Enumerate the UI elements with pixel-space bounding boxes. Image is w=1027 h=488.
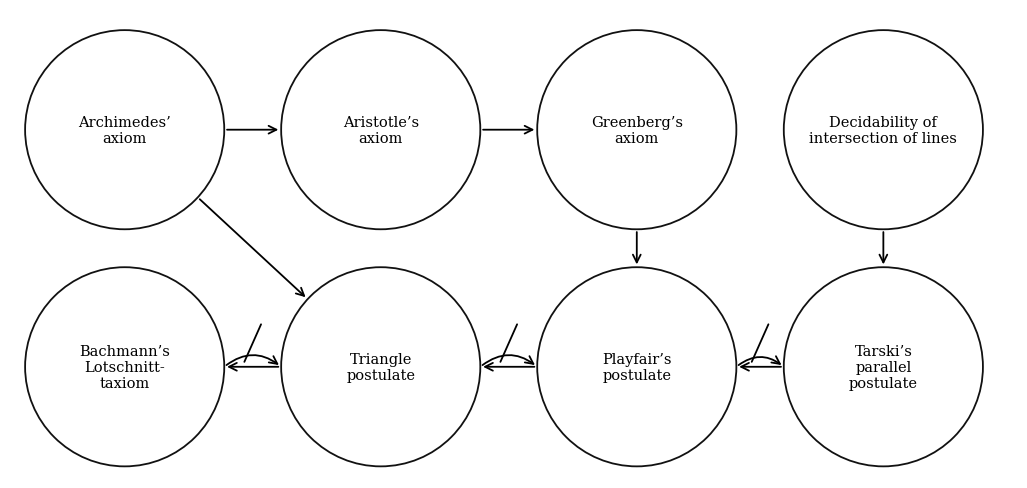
Circle shape: [281, 31, 481, 230]
Circle shape: [537, 267, 736, 467]
Circle shape: [784, 267, 983, 467]
Text: Aristotle’s
axiom: Aristotle’s axiom: [343, 115, 419, 145]
Circle shape: [784, 31, 983, 230]
Text: Tarski’s
parallel
postulate: Tarski’s parallel postulate: [849, 344, 918, 390]
Circle shape: [281, 267, 481, 467]
Circle shape: [25, 31, 224, 230]
Circle shape: [25, 267, 224, 467]
Text: Playfair’s
postulate: Playfair’s postulate: [602, 352, 672, 382]
Text: Triangle
postulate: Triangle postulate: [346, 352, 415, 382]
Text: Bachmann’s
Lotschnitt-
taxiom: Bachmann’s Lotschnitt- taxiom: [79, 344, 170, 390]
Text: Decidability of
intersection of lines: Decidability of intersection of lines: [809, 115, 957, 145]
Text: Greenberg’s
axiom: Greenberg’s axiom: [591, 115, 683, 145]
Circle shape: [537, 31, 736, 230]
Text: Archimedes’
axiom: Archimedes’ axiom: [78, 115, 172, 145]
